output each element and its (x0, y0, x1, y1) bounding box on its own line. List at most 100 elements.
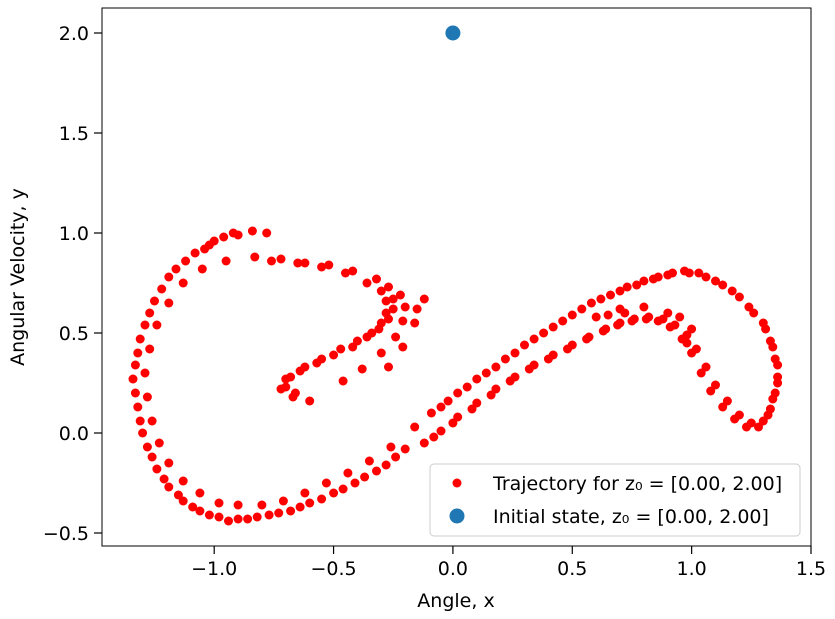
trajectory-point-53 (135, 334, 145, 344)
trajectory-point-64 (252, 512, 262, 522)
trajectory-point-127 (472, 398, 482, 408)
legend: Trajectory for z₀ = [0.00, 2.00] Initial… (429, 463, 801, 537)
trajectory-point-215 (548, 322, 558, 332)
trajectory-point-173 (410, 422, 420, 432)
trajectory-point-55 (130, 388, 140, 398)
trajectory-point-193 (718, 402, 728, 412)
trajectory-point-177 (486, 390, 496, 400)
trajectory-point-61 (195, 506, 205, 516)
trajectory-point-98 (219, 232, 229, 242)
trajectory-point-54 (130, 360, 140, 370)
trajectory-point-27 (384, 314, 393, 324)
trajectory-point-38 (376, 348, 386, 358)
trajectory-point-35 (276, 254, 286, 264)
trajectory-point-166 (539, 328, 549, 338)
trajectory-point-230 (603, 310, 613, 320)
trajectory-point-223 (675, 312, 685, 322)
trajectory-point-39 (391, 332, 401, 342)
trajectory-point-31 (372, 274, 381, 284)
trajectory-point-82 (159, 474, 169, 484)
trajectory-point-36 (338, 376, 348, 386)
trajectory-point-37 (357, 364, 367, 374)
trajectory-point-105 (164, 298, 174, 308)
trajectory-point-89 (286, 506, 296, 516)
trajectory-point-45 (410, 318, 420, 328)
trajectory-point-168 (500, 354, 510, 364)
trajectory-point-26 (374, 324, 384, 334)
trajectory-point-203 (749, 308, 759, 318)
y-tick-label-4: 1.5 (59, 123, 89, 145)
trajectory-point-213 (586, 298, 596, 308)
trajectory-point-44 (419, 294, 429, 304)
trajectory-point-117 (257, 500, 267, 510)
legend-marker-initial-state (449, 508, 465, 524)
trajectory-point-111 (154, 438, 164, 448)
trajectory-point-128 (491, 384, 501, 394)
trajectory-point-163 (596, 294, 606, 304)
trajectory-point-28 (388, 304, 398, 314)
trajectory-point-50 (171, 264, 181, 274)
legend-box (429, 463, 801, 537)
trajectory-point-183 (598, 326, 608, 336)
x-axis-label: Angle, x (417, 590, 494, 612)
trajectory-point-162 (615, 286, 625, 296)
x-tick-label-3: 0.5 (557, 558, 587, 580)
trajectory-point-126 (453, 412, 463, 422)
trajectory-point-85 (204, 510, 214, 520)
trajectory-point-171 (443, 396, 453, 406)
trajectory-point-208 (668, 268, 677, 278)
trajectory-point-81 (147, 452, 157, 462)
trajectory-point-155 (727, 286, 737, 296)
trajectory-point-59 (164, 482, 174, 492)
trajectory-point-218 (491, 362, 501, 372)
legend-marker-trajectory (452, 478, 462, 488)
x-tick-label-4: 1.0 (677, 558, 707, 580)
trajectory-point-201 (768, 342, 778, 352)
trajectory-point-76 (140, 320, 150, 330)
y-axis: −0.5 0.0 0.5 1.0 1.5 2.0 (43, 23, 102, 545)
trajectory-point-165 (558, 316, 568, 326)
trajectory-point-65 (274, 508, 284, 518)
trajectory-point-100 (233, 230, 243, 240)
trajectory-point-52 (145, 308, 155, 318)
trajectory-point-205 (718, 280, 728, 290)
trajectory-point-157 (694, 268, 704, 278)
trajectory-point-116 (233, 500, 243, 510)
trajectory-point-75 (150, 296, 159, 306)
y-tick-label-3: 1.0 (59, 223, 89, 245)
trajectory-point-5 (336, 344, 346, 354)
trajectory-point-93 (372, 466, 381, 476)
trajectory-point-225 (682, 338, 692, 348)
trajectory-point-60 (178, 496, 188, 506)
trajectory-point-103 (197, 264, 207, 274)
trajectory-point-104 (178, 278, 188, 288)
trajectory-point-176 (467, 404, 477, 414)
trajectory-point-92 (350, 478, 360, 488)
trajectory-point-17 (305, 396, 315, 406)
trajectory-point-169 (481, 368, 491, 378)
trajectory-point-179 (524, 364, 534, 374)
trajectory-point-207 (684, 268, 694, 278)
trajectory-point-172 (426, 408, 436, 418)
trajectory-point-178 (505, 376, 515, 386)
trajectory-point-143 (711, 380, 720, 390)
y-axis-label: Angular Velocity, y (7, 188, 29, 366)
trajectory-point-181 (563, 344, 572, 354)
trajectory-point-161 (632, 280, 642, 290)
trajectory-point-66 (295, 502, 305, 512)
trajectory-point-224 (687, 324, 697, 334)
trajectory-point-80 (138, 428, 148, 438)
trajectory-point-197 (763, 410, 773, 420)
trajectory-point-164 (577, 304, 587, 314)
trajectory-point-14 (317, 262, 327, 272)
trajectory-point-84 (188, 502, 198, 512)
trajectory-point-187 (653, 316, 663, 326)
trajectory-point-226 (591, 312, 601, 322)
trajectory-point-34 (300, 258, 310, 268)
trajectory-point-217 (510, 348, 520, 358)
trajectory-point-210 (639, 276, 649, 286)
trajectory-point-97 (262, 228, 272, 238)
trajectory-point-175 (448, 418, 458, 428)
trajectory-point-124 (419, 438, 429, 448)
